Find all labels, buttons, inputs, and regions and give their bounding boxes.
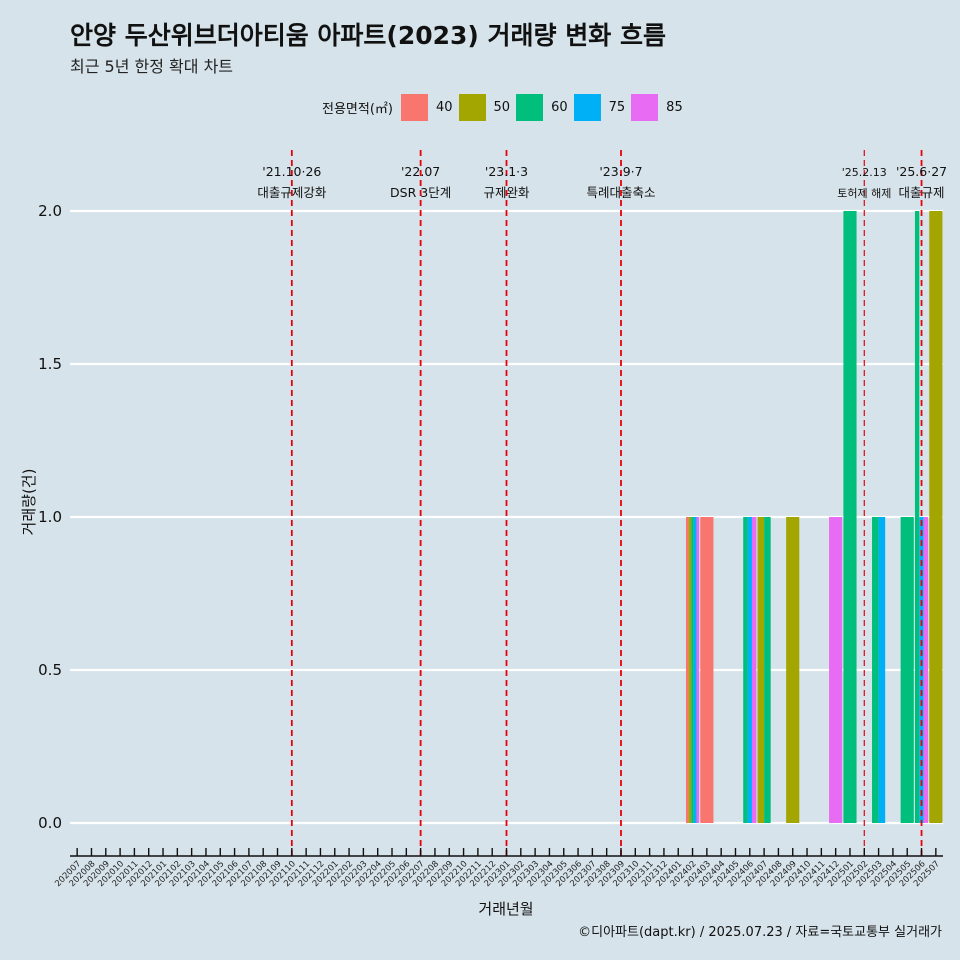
bar-60-202406 (743, 517, 748, 823)
y-tick-label: 2.0 (38, 202, 62, 220)
bar-40-202403 (700, 517, 714, 823)
bar-60-202501 (843, 211, 857, 823)
event-date-label: '23.1·3 (485, 164, 528, 179)
y-axis-label: 거래량(건) (20, 469, 38, 536)
event-desc-label: 대출규제강화 (257, 185, 327, 200)
legend-swatch-40 (400, 93, 428, 121)
bar-60-202506 (914, 211, 920, 823)
event-desc-label: 대출규제 (899, 185, 945, 200)
chart-subtitle: 최근 5년 한정 확대 차트 (70, 57, 234, 76)
event-date-label: '25.6·27 (896, 164, 947, 179)
bar-75-202406 (747, 517, 752, 823)
event-desc-label: 규제완화 (483, 185, 530, 200)
event-date-label: '23.9·7 (599, 164, 642, 179)
legend-item-60: 60 (516, 93, 568, 121)
event-desc-label: 특례대출축소 (586, 185, 655, 200)
legend-item-50: 50 (458, 93, 511, 121)
legend-label-40: 40 (435, 99, 453, 115)
bar-50-202407 (757, 517, 765, 823)
legend-item-40: 40 (400, 93, 453, 121)
legend-label-75: 75 (608, 99, 626, 115)
bar-60-202402 (691, 517, 694, 823)
legend-item-85: 85 (631, 93, 683, 121)
y-tick-label: 1.0 (38, 508, 62, 526)
y-tick-label: 0.5 (38, 661, 62, 679)
bar-50-202402 (688, 517, 692, 823)
source-caption: ©디아파트(dapt.kr) / 2025.07.23 / 자료=국토교통부 실… (578, 925, 942, 940)
legend-label-60: 60 (551, 99, 568, 115)
legend: 전용면적(㎡) 40 50 60 75 85 (322, 92, 689, 122)
bar-75-202402 (693, 517, 697, 823)
legend-swatch-50 (458, 93, 486, 121)
bar-75-202503 (878, 517, 886, 823)
legend-swatch-85 (631, 93, 659, 121)
bar-85-202406 (751, 517, 757, 823)
bar-85-202412 (829, 517, 843, 823)
y-tick-label: 1.5 (38, 355, 62, 373)
legend-item-75: 75 (573, 93, 626, 121)
y-tick-label: 0.0 (38, 814, 62, 832)
event-date-label: '22.07 (401, 164, 440, 179)
bar-60-202407 (764, 517, 771, 823)
legend-swatch-60 (516, 93, 544, 121)
chart-title: 안양 두산위브더아티움 아파트(2023) 거래량 변화 흐름 (70, 21, 666, 50)
legend-title: 전용면적(㎡) (322, 101, 393, 117)
x-axis-label: 거래년월 (478, 900, 533, 918)
bar-60-202503 (872, 517, 879, 823)
bar-50-202409 (786, 517, 800, 823)
bar-60-202505 (900, 517, 914, 823)
event-desc-label: 토허제 해제 (837, 186, 891, 200)
event-date-label: '21.10·26 (262, 164, 321, 179)
bar-85-202506 (923, 517, 929, 823)
legend-label-50: 50 (493, 99, 511, 115)
bar-40-202402 (685, 517, 689, 823)
bar-50-202507 (929, 211, 943, 823)
event-desc-label: DSR 3단계 (390, 185, 451, 200)
legend-swatch-75 (573, 93, 601, 121)
legend-label-85: 85 (666, 99, 683, 115)
bar-85-202402 (696, 517, 700, 823)
event-date-label: '25.2.13 (842, 166, 887, 179)
